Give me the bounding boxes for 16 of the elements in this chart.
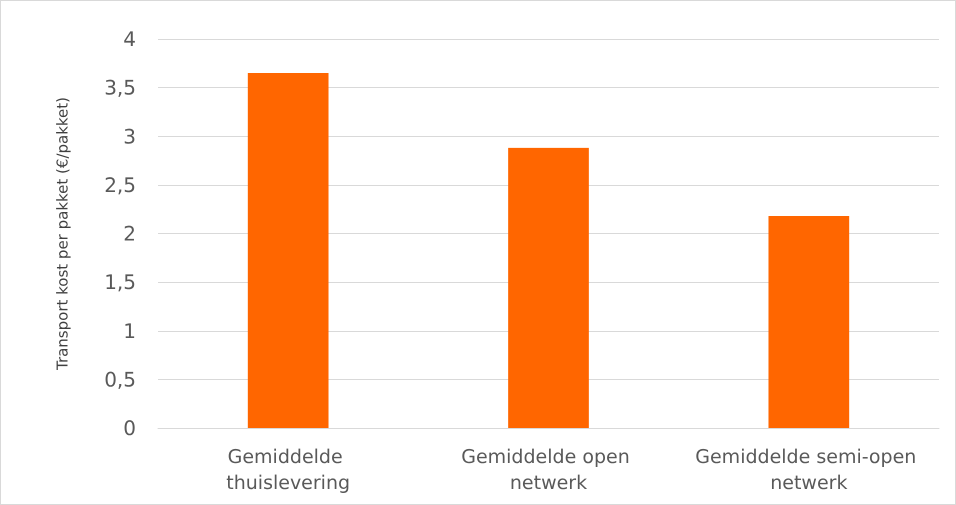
y-tick-label: 3 (123, 124, 136, 148)
bar (508, 148, 589, 428)
x-tick-label: Gemiddelde thuislevering (226, 446, 350, 494)
y-tick-label: 1,5 (104, 270, 136, 294)
y-tick-label: 0,5 (104, 367, 136, 392)
y-tick-label: 0 (123, 416, 136, 440)
y-tick-label: 4 (123, 27, 136, 51)
bar (248, 73, 329, 428)
y-tick-label: 2 (123, 222, 136, 246)
y-tick-label: 3,5 (104, 76, 136, 100)
y-axis-title: Transport kost per pakket (€/pakket) (54, 96, 72, 372)
x-tick-label: Gemiddelde open netwerk (461, 446, 636, 494)
y-tick-label: 1 (123, 318, 136, 343)
y-tick-label: 2,5 (104, 172, 136, 197)
x-tick-label: Gemiddelde semi-open netwerk (695, 446, 922, 494)
bar (768, 216, 850, 428)
